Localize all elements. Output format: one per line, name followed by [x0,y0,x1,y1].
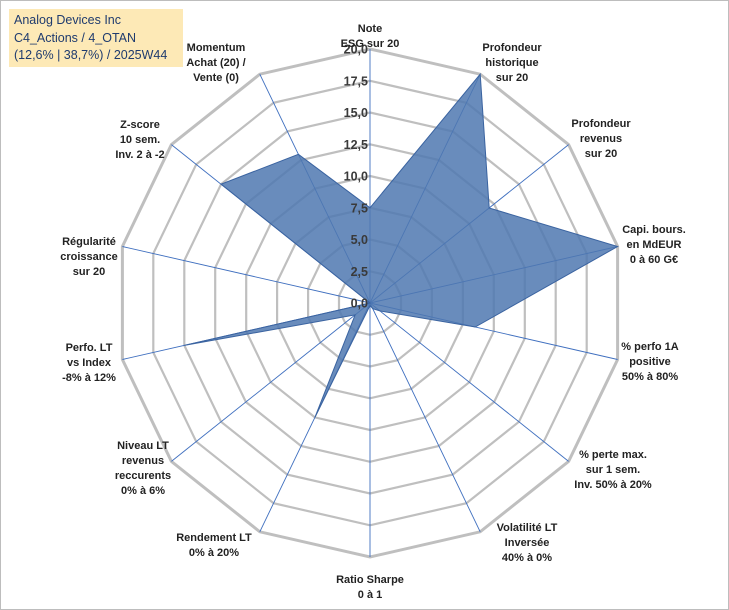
axis-label-10: Perfo. LT vs Index -8% à 12% [62,342,116,384]
axis-label-5: % perte max. sur 1 sem. Inv. 50% à 20% [574,449,652,491]
data-point-6 [371,307,374,310]
title-company: Analog Devices Inc [14,13,122,27]
data-point-11 [369,302,372,305]
spoke-9 [171,302,371,462]
tick-label-1: 2,5 [351,265,368,279]
axis-label-4: % perfo 1A positive 50% à 80% [621,341,679,383]
axis-label-9: Niveau LT revenus reccurents 0% à 6% [115,440,171,497]
data-point-2 [488,207,491,210]
data-point-1 [479,73,482,76]
data-point-4 [474,326,477,329]
title-box: Analog Devices Inc C4_Actions / 4_OTAN (… [9,9,183,67]
data-point-5 [378,309,381,312]
tick-label-8: 20,0 [344,43,368,57]
spoke-5 [369,302,569,462]
data-point-9 [354,313,357,316]
axis-label-6: Volatilité LT Inversée 40% à 0% [497,522,558,564]
tick-label-5: 12,5 [344,138,368,152]
title-portfolio: C4_Actions / 4_OTAN [14,30,137,45]
tick-label-0: 0,0 [351,297,368,311]
data-point-8 [313,416,316,419]
axis-label-2: Profondeur revenus sur 20 [571,118,631,160]
axis-label-8: Rendement LT 0% à 20% [176,532,252,559]
tick-label-6: 15,0 [344,106,368,120]
spoke-11 [122,246,371,304]
axis-label-0: Note ESG sur 20 [341,23,400,50]
data-point-0 [369,206,372,209]
tick-label-7: 17,5 [344,74,368,88]
axis-label-12: Z-score 10 sem. Inv. 2 à -2 [115,119,164,161]
data-point-12 [220,183,223,186]
axis-label-11: Régularité croissance sur 20 [60,236,117,278]
title-performance: (12,6% | 38,7%) / 2025W44 [14,48,168,62]
spoke-6 [369,302,481,532]
axis-label-3: Capi. bours. en MdEUR 0 à 60 G€ [622,224,686,266]
axis-label-7: Ratio Sharpe 0 à 1 [336,574,404,601]
tick-label-2: 5,0 [351,233,368,247]
axis-label-1: Profondeur historique sur 20 [482,42,542,84]
series-area-0 [184,72,619,418]
data-point-13 [297,153,300,156]
axis-label-13: Momentum Achat (20) / Vente (0) [186,42,245,84]
tick-label-4: 10,0 [344,170,368,184]
data-point-10 [183,344,186,347]
data-point-3 [616,245,619,248]
tick-label-3: 7,5 [351,201,368,215]
